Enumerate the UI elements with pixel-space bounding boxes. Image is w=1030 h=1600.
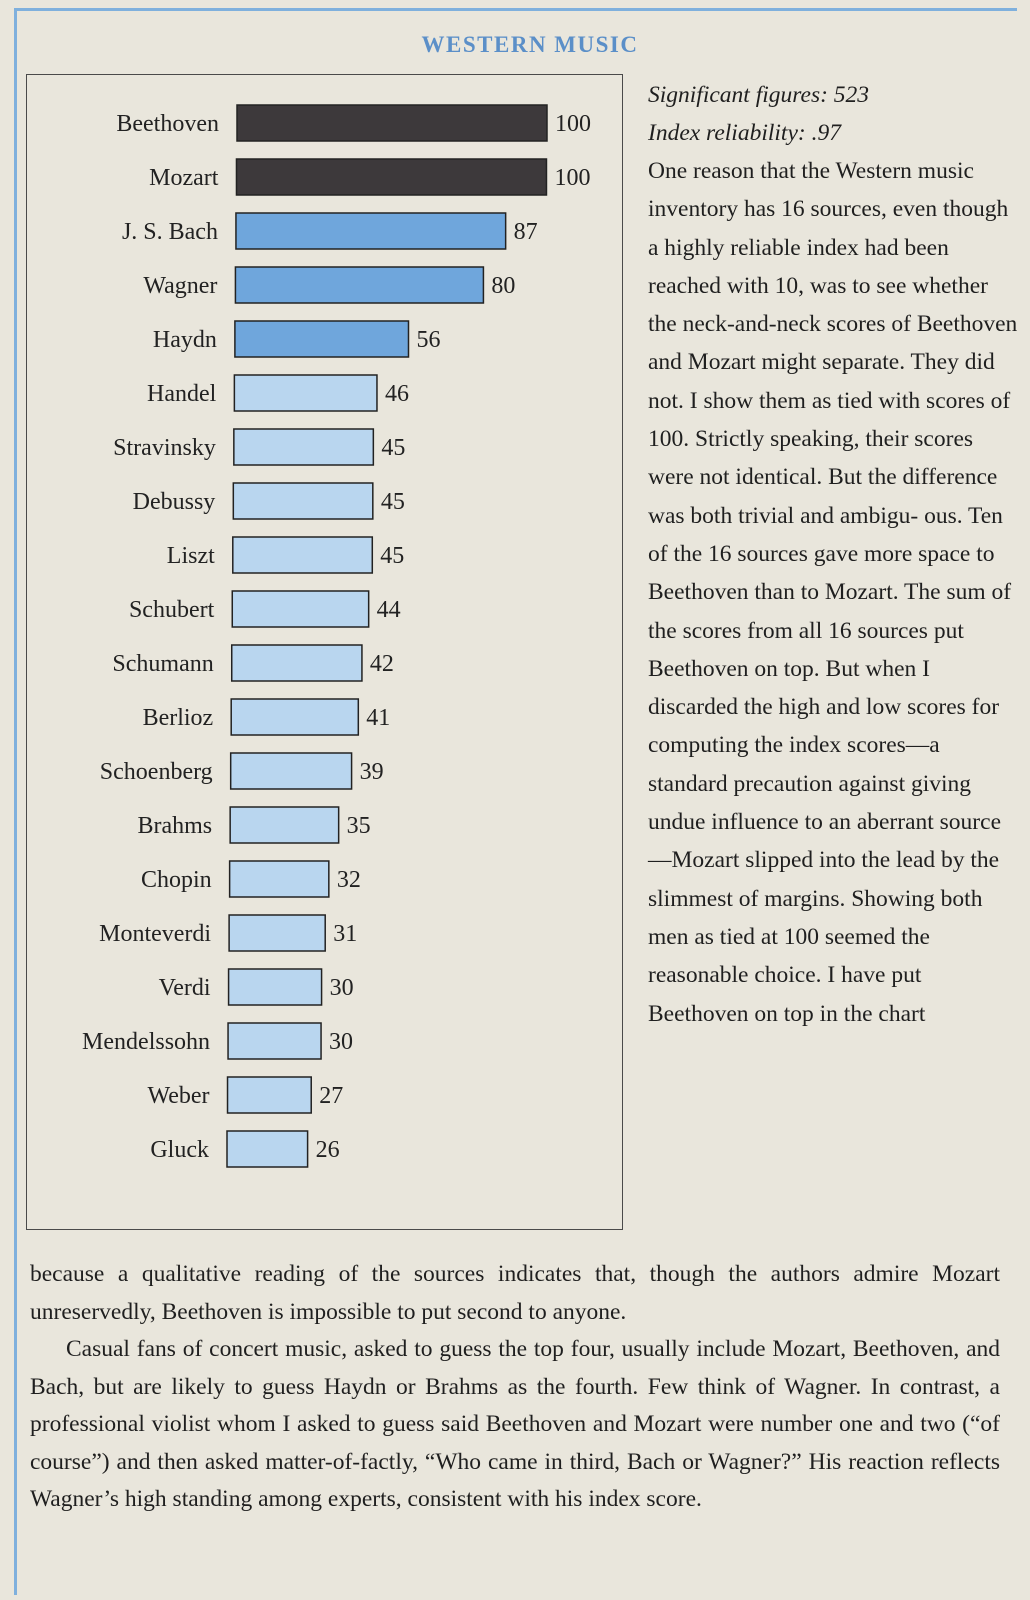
bar-label: Wagner — [143, 273, 217, 299]
bar-value-label: 100 — [555, 111, 591, 137]
bar — [232, 536, 374, 574]
bar — [227, 1022, 322, 1060]
bar — [229, 806, 340, 844]
bar-value-label: 30 — [329, 1029, 353, 1055]
index-reliability: Index reliability: .97 — [648, 120, 841, 146]
bar-label: Berlioz — [143, 705, 214, 731]
paragraph-1: because a qualitative reading of the sou… — [30, 1261, 1000, 1325]
bar — [228, 860, 330, 898]
bar-value-label: 44 — [377, 597, 401, 623]
significant-figures: Significant figures: 523 — [648, 82, 870, 108]
bar-value-label: 46 — [385, 381, 409, 407]
bar — [226, 1130, 309, 1168]
bar — [235, 158, 548, 196]
bar-value-label: 45 — [381, 489, 405, 515]
bar-label: Gluck — [150, 1137, 209, 1163]
bar-label: Brahms — [137, 813, 212, 839]
paragraph-2: Casual fans of concert music, asked to g… — [30, 1336, 1000, 1512]
bar — [229, 752, 353, 790]
bar-value-label: 41 — [366, 705, 390, 731]
bar-value-label: 35 — [347, 813, 371, 839]
bar-label: Debussy — [133, 489, 216, 515]
bar-value-label: 32 — [337, 867, 361, 893]
bar-label: Chopin — [141, 867, 212, 893]
bar-value-label: 45 — [381, 435, 405, 461]
bar-label: Handel — [147, 381, 217, 407]
bar — [232, 482, 374, 520]
bar-label: Schubert — [129, 597, 215, 623]
bar-chart-canvas: Beethoven 100 Mozart 100 J. S. Bach 87 Wagner 8… — [82, 104, 591, 1168]
bar-value-label: 80 — [491, 273, 515, 299]
bar-value-label: 42 — [370, 651, 394, 677]
bar — [234, 320, 410, 358]
bar — [230, 644, 363, 682]
bar-label: Schoenberg — [100, 759, 213, 785]
bar-chart: Beethoven 100 Mozart 100 J. S. Bach 87 Wagner 8… — [26, 74, 623, 1230]
bar-value-label: 56 — [416, 327, 440, 353]
bar — [226, 1076, 312, 1114]
bar-label: Weber — [147, 1083, 209, 1109]
sidebar-text: Significant figures: 523 Index reliabili… — [648, 76, 1020, 1033]
bar-value-label: 27 — [319, 1083, 343, 1109]
bar-value-label: 31 — [333, 921, 357, 947]
body-text: because a qualitative reading of the sou… — [30, 1256, 1000, 1519]
bar — [234, 266, 485, 304]
bar-label: Monteverdi — [99, 921, 211, 947]
bar-label: Mendelssohn — [82, 1029, 210, 1055]
bar-label: Verdi — [159, 975, 211, 1001]
bar — [233, 374, 378, 412]
bar-label: Beethoven — [116, 111, 219, 137]
bar-label: Liszt — [167, 543, 215, 569]
bar-value-label: 30 — [330, 975, 354, 1001]
bar — [235, 212, 507, 250]
page-heading: WESTERN MUSIC — [421, 32, 639, 57]
bar-value-label: 39 — [360, 759, 384, 785]
bar-label: Mozart — [149, 165, 219, 191]
bar-label: J. S. Bach — [122, 219, 218, 245]
bar-label: Haydn — [153, 327, 217, 353]
bar — [230, 698, 360, 736]
sidebar-body: One reason that the Western music invent… — [648, 158, 1018, 1027]
page-frame — [14, 8, 1017, 1595]
bar — [227, 968, 323, 1006]
bar — [228, 914, 326, 952]
bar-value-label: 26 — [316, 1137, 340, 1163]
bar-value-label: 100 — [554, 165, 590, 191]
bar-value-label: 45 — [380, 543, 404, 569]
bar — [236, 104, 548, 142]
bar-label: Schumann — [112, 651, 213, 677]
bar — [233, 428, 375, 466]
bar-label: Stravinsky — [113, 435, 216, 461]
bar — [231, 590, 370, 628]
bar-value-label: 87 — [514, 219, 538, 245]
